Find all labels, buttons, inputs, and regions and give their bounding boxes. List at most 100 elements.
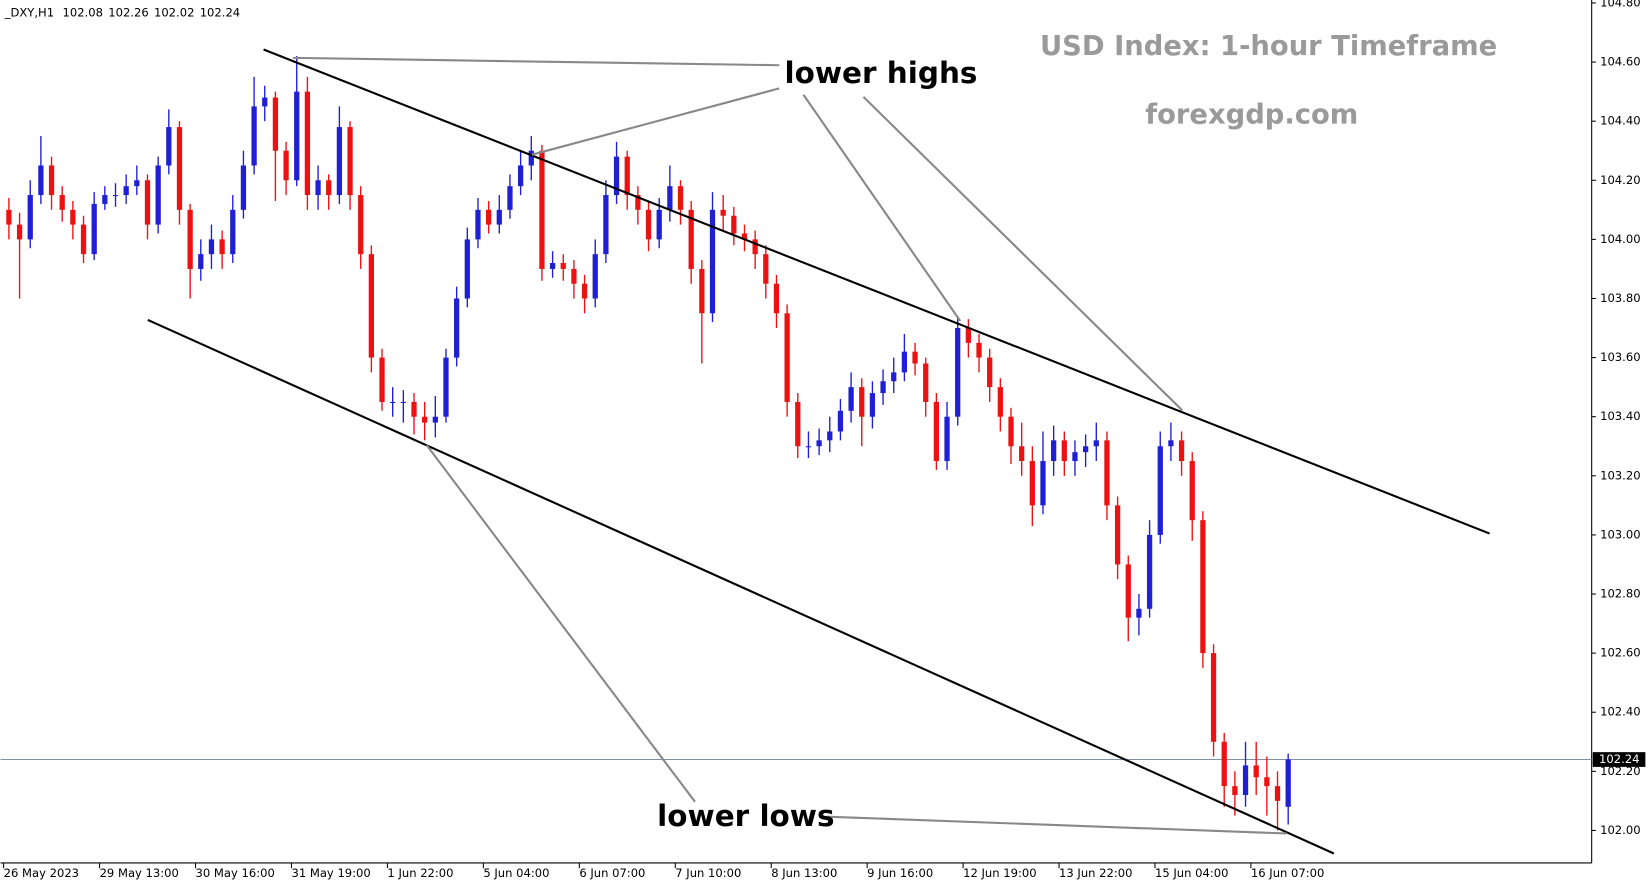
- candle-body: [486, 209, 492, 225]
- candle-body: [763, 254, 769, 284]
- header-high: 102.26: [108, 5, 148, 19]
- candle-body: [613, 156, 620, 196]
- symbol-header: _DXY,H1 102.08 102.26 102.02 102.24: [4, 5, 240, 19]
- y-tick-label: 102.40: [1600, 705, 1640, 719]
- chart-subtitle: forexgdp.com: [1145, 99, 1358, 130]
- candle-body: [944, 416, 950, 462]
- lower-channel-line: [147, 318, 1335, 855]
- candle-body: [219, 239, 225, 255]
- candle-body: [155, 165, 161, 225]
- y-tick-label: 102.80: [1600, 587, 1640, 601]
- candle-body: [720, 209, 726, 216]
- candle-body: [272, 97, 279, 151]
- x-tick-label: 30 May 16:00: [196, 866, 275, 880]
- candle-body: [1008, 416, 1014, 447]
- candle-body: [965, 328, 971, 343]
- y-tick-label: 104.40: [1600, 114, 1640, 128]
- candle-body: [102, 195, 108, 204]
- candle-body: [709, 209, 716, 314]
- candle-body: [400, 401, 406, 403]
- y-tick-label: 102.00: [1600, 823, 1640, 837]
- candle-body: [91, 203, 97, 255]
- x-tick-label: 16 Jun 07:00: [1251, 866, 1324, 880]
- candle-body: [123, 186, 129, 196]
- candle-body: [1146, 534, 1153, 609]
- symbol: _DXY,H1: [4, 5, 54, 19]
- candle-body: [198, 254, 204, 269]
- candle-body: [379, 357, 385, 402]
- candle-body: [1178, 440, 1185, 462]
- pointer-line: [425, 444, 696, 803]
- candle-body: [27, 195, 33, 240]
- x-tick-label: 12 Jun 19:00: [963, 866, 1036, 880]
- candle-body: [1114, 505, 1121, 565]
- candle-body: [987, 357, 993, 388]
- candle-body: [912, 351, 918, 364]
- y-tick-label: 103.00: [1600, 527, 1640, 541]
- candle-body: [837, 410, 844, 432]
- candle-body: [571, 268, 577, 284]
- last-price-label: 102.24: [1599, 752, 1639, 766]
- candle-body: [112, 195, 119, 197]
- candle-body: [667, 186, 673, 210]
- x-tick-label: 31 May 19:00: [291, 866, 370, 880]
- candle-body: [432, 416, 438, 423]
- candle-body: [592, 254, 598, 299]
- candle-body: [603, 195, 609, 255]
- candle-body: [1210, 653, 1217, 742]
- candle-body: [741, 233, 748, 240]
- candle-body: [848, 387, 854, 411]
- candle-body: [827, 431, 833, 441]
- candle-body: [923, 363, 929, 402]
- candle-body: [752, 239, 758, 255]
- candle-body: [1274, 786, 1281, 801]
- candle-body: [773, 283, 780, 314]
- candle-body: [1029, 461, 1035, 506]
- candle-body: [891, 372, 897, 382]
- candle-body: [304, 91, 311, 196]
- candle-body: [517, 165, 524, 187]
- upper-channel-line: [263, 48, 1490, 535]
- candle-body: [326, 180, 332, 196]
- y-tick-label: 103.80: [1600, 291, 1640, 305]
- header-close: 102.24: [200, 5, 240, 19]
- annotation: lower lows: [657, 799, 834, 833]
- candle-body: [336, 127, 343, 196]
- candle-body: [1253, 765, 1259, 778]
- x-tick-label: 29 May 13:00: [100, 866, 179, 880]
- y-tick-label: 103.60: [1600, 350, 1640, 364]
- candle-body: [1061, 440, 1067, 462]
- candle-body: [454, 298, 460, 358]
- candle-body: [1232, 786, 1238, 795]
- candle-body: [48, 165, 55, 196]
- candle-body: [1264, 777, 1270, 787]
- candle-body: [176, 127, 183, 210]
- candle-body: [1104, 440, 1110, 506]
- candle-body: [38, 165, 44, 196]
- candle-body: [422, 416, 428, 423]
- candle-body: [1040, 461, 1046, 506]
- pointer-line: [826, 815, 1287, 835]
- candle-body: [6, 209, 12, 225]
- candle-body: [1157, 446, 1163, 535]
- candle-body: [368, 254, 374, 358]
- x-tick-label: 26 May 2023: [4, 866, 79, 880]
- candle-body: [1189, 461, 1195, 521]
- x-tick-label: 6 Jun 07:00: [579, 866, 645, 880]
- candle-body: [933, 401, 940, 462]
- y-tick-label: 102.60: [1600, 646, 1640, 660]
- trend-lines: [147, 48, 1490, 855]
- pointer-line: [802, 94, 962, 322]
- candle-body: [411, 401, 417, 417]
- candle-body: [795, 401, 801, 447]
- candles: [6, 56, 1291, 831]
- candle-body: [805, 446, 812, 448]
- y-tick-label: 103.40: [1600, 409, 1640, 423]
- candle-body: [645, 209, 652, 240]
- last-price-box: [1592, 752, 1646, 767]
- candle-body: [507, 186, 513, 210]
- candle-body: [955, 328, 961, 417]
